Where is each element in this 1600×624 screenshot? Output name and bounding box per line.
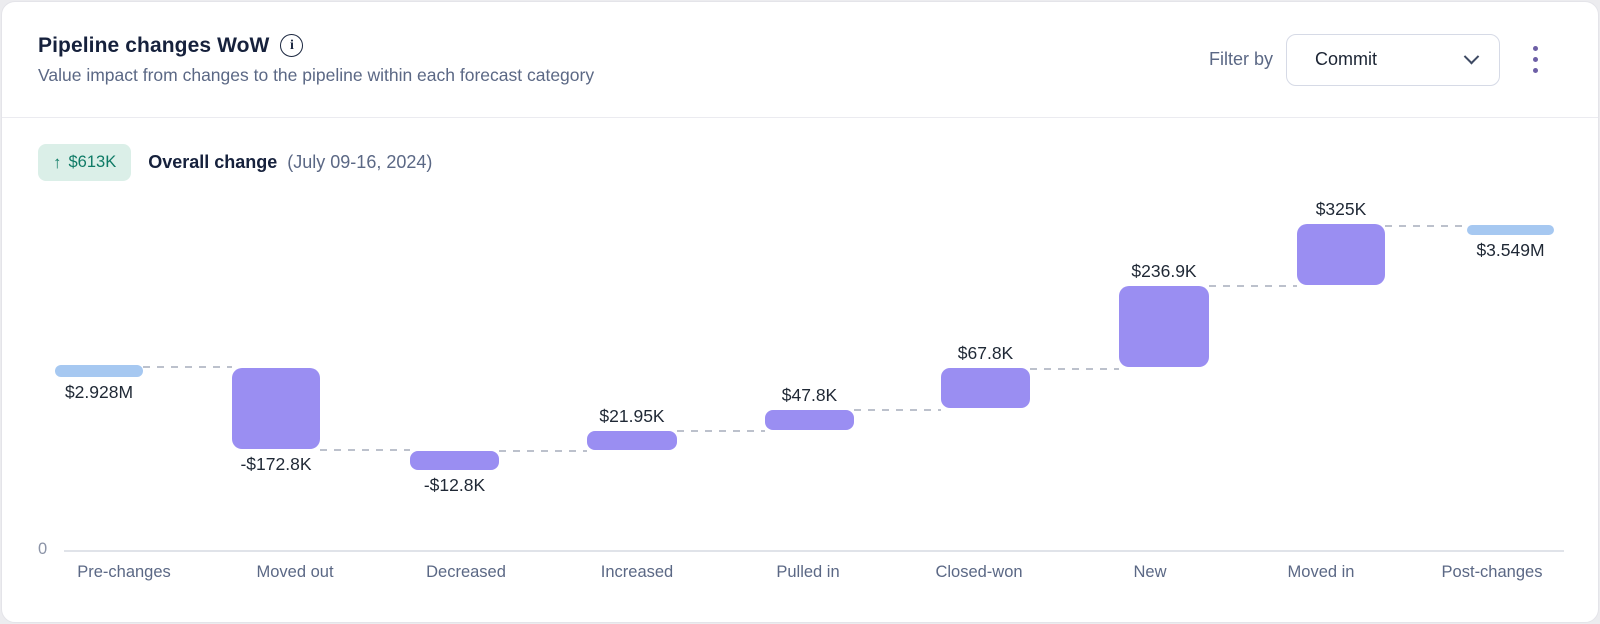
value-label-closed-won: $67.8K (957, 343, 1014, 363)
overall-change-label: Overall change (148, 152, 278, 172)
y-axis-zero-label: 0 (38, 540, 48, 558)
waterfall-bar-pre-changes[interactable] (55, 365, 143, 377)
category-label-new: New (1133, 563, 1167, 581)
connector-line (143, 366, 232, 368)
waterfall-bar-moved-out[interactable] (232, 368, 320, 449)
page-subtitle: Value impact from changes to the pipelin… (38, 64, 595, 85)
overall-change-badge: ↑ $613K (38, 144, 132, 181)
header-controls: Filter by Commit (1208, 33, 1548, 86)
connector-line (854, 409, 941, 411)
waterfall-bar-pulled-in[interactable] (765, 410, 854, 430)
value-label-post-changes: $3.549M (1476, 240, 1545, 260)
waterfall-bar-closed-won[interactable] (941, 368, 1030, 408)
waterfall-bar-moved-in[interactable] (1297, 224, 1385, 285)
value-label-moved-out: -$172.8K (240, 454, 312, 474)
overall-change-row: ↑ $613K Overall change (July 09-16, 2024… (38, 144, 432, 181)
forecast-category-dropdown[interactable]: Commit (1286, 33, 1500, 86)
waterfall-bar-new[interactable] (1119, 286, 1209, 367)
connector-line (1385, 225, 1467, 227)
category-label-post-changes: Post-changes (1441, 563, 1543, 581)
category-label-pre-changes: Pre-changes (77, 563, 171, 581)
value-label-pre-changes: $2.928M (64, 382, 134, 402)
kebab-menu-icon[interactable] (1522, 38, 1548, 82)
value-label-increased: $21.95K (599, 406, 665, 426)
waterfall-bar-increased[interactable] (587, 431, 677, 450)
filter-by-label: Filter by (1208, 49, 1273, 69)
value-label-pulled-in: $47.8K (781, 385, 838, 405)
connector-line (499, 450, 587, 452)
waterfall-bar-decreased[interactable] (410, 451, 499, 470)
category-label-pulled-in: Pulled in (776, 563, 840, 581)
connector-line (1030, 368, 1119, 370)
category-label-moved-in: Moved in (1287, 563, 1355, 581)
waterfall-bar-post-changes[interactable] (1467, 225, 1554, 235)
connector-line (320, 449, 410, 451)
arrow-up-icon: ↑ (53, 152, 62, 172)
x-axis-line (64, 550, 1564, 552)
category-label-decreased: Decreased (426, 563, 506, 581)
connector-line (677, 430, 765, 432)
value-label-new: $236.9K (1131, 261, 1197, 281)
category-label-moved-out: Moved out (256, 563, 334, 581)
header-left: Pipeline changes WoW i Value impact from… (38, 34, 594, 86)
dropdown-selected-value: Commit (1315, 49, 1377, 69)
date-range: (July 09-16, 2024) (287, 152, 433, 172)
page-title: Pipeline changes WoW (38, 33, 270, 57)
value-label-moved-in: $325K (1315, 199, 1367, 219)
category-label-increased: Increased (600, 563, 674, 581)
info-circle-icon[interactable]: i (280, 34, 304, 57)
category-label-closed-won: Closed-won (935, 563, 1023, 581)
card-header: Pipeline changes WoW i Value impact from… (2, 2, 1598, 118)
value-label-decreased: -$12.8K (423, 475, 486, 495)
connector-line (1209, 285, 1297, 287)
badge-value: $613K (68, 153, 117, 171)
